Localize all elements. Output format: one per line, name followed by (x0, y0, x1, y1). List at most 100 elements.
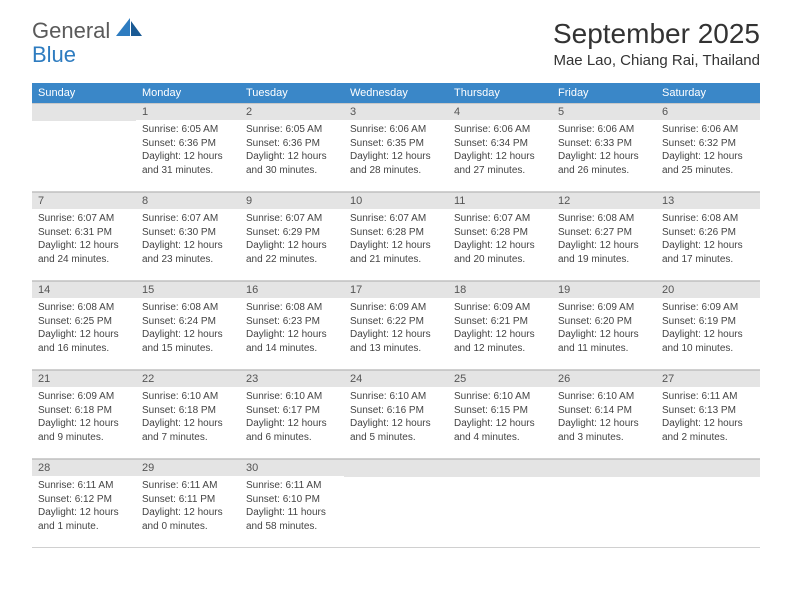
sunset-text: Sunset: 6:24 PM (142, 315, 234, 329)
cell-body: Sunrise: 6:09 AMSunset: 6:21 PMDaylight:… (448, 298, 552, 361)
calendar-cell: 3 Sunrise: 6:06 AMSunset: 6:35 PMDaylight… (344, 103, 448, 191)
calendar-cell: 22Sunrise: 6:10 AMSunset: 6:18 PMDayligh… (136, 370, 240, 458)
cell-body: Sunrise: 6:06 AMSunset: 6:33 PMDaylight:… (552, 120, 656, 183)
sunrise-text: Sunrise: 6:09 AM (454, 301, 546, 315)
cell-body: Sunrise: 6:05 AMSunset: 6:36 PMDaylight:… (240, 120, 344, 183)
day-number: 22 (136, 370, 240, 387)
daylight-text: Daylight: 12 hours and 10 minutes. (662, 328, 754, 355)
sunrise-text: Sunrise: 6:06 AM (558, 123, 650, 137)
day-number: 23 (240, 370, 344, 387)
sunset-text: Sunset: 6:16 PM (350, 404, 442, 418)
day-number: 4 (448, 103, 552, 120)
sunset-text: Sunset: 6:11 PM (142, 493, 234, 507)
daylight-text: Daylight: 12 hours and 0 minutes. (142, 506, 234, 533)
daylight-text: Daylight: 12 hours and 31 minutes. (142, 150, 234, 177)
cell-body: Sunrise: 6:07 AMSunset: 6:28 PMDaylight:… (448, 209, 552, 272)
calendar-cell: 18Sunrise: 6:09 AMSunset: 6:21 PMDayligh… (448, 281, 552, 369)
sunset-text: Sunset: 6:12 PM (38, 493, 130, 507)
empty-day (344, 459, 448, 477)
cell-body: Sunrise: 6:09 AMSunset: 6:20 PMDaylight:… (552, 298, 656, 361)
sunset-text: Sunset: 6:36 PM (246, 137, 338, 151)
daylight-text: Daylight: 12 hours and 23 minutes. (142, 239, 234, 266)
calendar-cell: 30Sunrise: 6:11 AMSunset: 6:10 PMDayligh… (240, 459, 344, 547)
calendar-cell: 12Sunrise: 6:08 AMSunset: 6:27 PMDayligh… (552, 192, 656, 280)
daylight-text: Daylight: 12 hours and 1 minute. (38, 506, 130, 533)
sunset-text: Sunset: 6:32 PM (662, 137, 754, 151)
sunset-text: Sunset: 6:18 PM (38, 404, 130, 418)
sunrise-text: Sunrise: 6:09 AM (662, 301, 754, 315)
empty-day (656, 459, 760, 477)
day-number: 6 (656, 103, 760, 120)
sunrise-text: Sunrise: 6:08 AM (142, 301, 234, 315)
calendar-cell: 19Sunrise: 6:09 AMSunset: 6:20 PMDayligh… (552, 281, 656, 369)
cell-body: Sunrise: 6:11 AMSunset: 6:10 PMDaylight:… (240, 476, 344, 539)
cell-body: Sunrise: 6:09 AMSunset: 6:19 PMDaylight:… (656, 298, 760, 361)
sunset-text: Sunset: 6:23 PM (246, 315, 338, 329)
calendar-cell: 1Sunrise: 6:05 AMSunset: 6:36 PMDaylight… (136, 103, 240, 191)
sunset-text: Sunset: 6:28 PM (454, 226, 546, 240)
daylight-text: Daylight: 12 hours and 17 minutes. (662, 239, 754, 266)
sunset-text: Sunset: 6:21 PM (454, 315, 546, 329)
sunrise-text: Sunrise: 6:07 AM (246, 212, 338, 226)
sunset-text: Sunset: 6:14 PM (558, 404, 650, 418)
day-header: Wednesday (344, 83, 448, 103)
empty-day (552, 459, 656, 477)
day-number: 27 (656, 370, 760, 387)
location-label: Mae Lao, Chiang Rai, Thailand (553, 52, 760, 69)
calendar-cell: 7Sunrise: 6:07 AMSunset: 6:31 PMDaylight… (32, 192, 136, 280)
cell-body: Sunrise: 6:10 AMSunset: 6:16 PMDaylight:… (344, 387, 448, 450)
cell-body: Sunrise: 6:09 AMSunset: 6:18 PMDaylight:… (32, 387, 136, 450)
day-number: 7 (32, 192, 136, 209)
day-number: 17 (344, 281, 448, 298)
sunset-text: Sunset: 6:31 PM (38, 226, 130, 240)
calendar-cell: 13Sunrise: 6:08 AMSunset: 6:26 PMDayligh… (656, 192, 760, 280)
day-number: 1 (136, 103, 240, 120)
calendar-cell: 8Sunrise: 6:07 AMSunset: 6:30 PMDaylight… (136, 192, 240, 280)
daylight-text: Daylight: 12 hours and 11 minutes. (558, 328, 650, 355)
cell-body: Sunrise: 6:07 AMSunset: 6:31 PMDaylight:… (32, 209, 136, 272)
day-number: 21 (32, 370, 136, 387)
sunrise-text: Sunrise: 6:06 AM (350, 123, 442, 137)
sunset-text: Sunset: 6:18 PM (142, 404, 234, 418)
day-number: 29 (136, 459, 240, 476)
cell-body: Sunrise: 6:10 AMSunset: 6:17 PMDaylight:… (240, 387, 344, 450)
sunset-text: Sunset: 6:28 PM (350, 226, 442, 240)
sunset-text: Sunset: 6:10 PM (246, 493, 338, 507)
calendar-cell: 20Sunrise: 6:09 AMSunset: 6:19 PMDayligh… (656, 281, 760, 369)
day-header: Saturday (656, 83, 760, 103)
sunrise-text: Sunrise: 6:06 AM (454, 123, 546, 137)
sunset-text: Sunset: 6:20 PM (558, 315, 650, 329)
sunset-text: Sunset: 6:22 PM (350, 315, 442, 329)
sunrise-text: Sunrise: 6:11 AM (142, 479, 234, 493)
empty-day (32, 103, 136, 121)
calendar-cell: 21Sunrise: 6:09 AMSunset: 6:18 PMDayligh… (32, 370, 136, 458)
calendar-cell (448, 459, 552, 547)
sunset-text: Sunset: 6:26 PM (662, 226, 754, 240)
day-number: 30 (240, 459, 344, 476)
cell-body: Sunrise: 6:08 AMSunset: 6:24 PMDaylight:… (136, 298, 240, 361)
sunset-text: Sunset: 6:19 PM (662, 315, 754, 329)
day-number: 3 (344, 103, 448, 120)
sunrise-text: Sunrise: 6:07 AM (454, 212, 546, 226)
cell-body: Sunrise: 6:10 AMSunset: 6:15 PMDaylight:… (448, 387, 552, 450)
day-number: 13 (656, 192, 760, 209)
day-number: 12 (552, 192, 656, 209)
day-number: 11 (448, 192, 552, 209)
empty-day (448, 459, 552, 477)
cell-body: Sunrise: 6:11 AMSunset: 6:12 PMDaylight:… (32, 476, 136, 539)
daylight-text: Daylight: 12 hours and 28 minutes. (350, 150, 442, 177)
sunset-text: Sunset: 6:35 PM (350, 137, 442, 151)
sunrise-text: Sunrise: 6:10 AM (558, 390, 650, 404)
sunrise-text: Sunrise: 6:05 AM (246, 123, 338, 137)
daylight-text: Daylight: 12 hours and 3 minutes. (558, 417, 650, 444)
daylight-text: Daylight: 12 hours and 14 minutes. (246, 328, 338, 355)
day-number: 18 (448, 281, 552, 298)
sunrise-text: Sunrise: 6:10 AM (454, 390, 546, 404)
day-number: 14 (32, 281, 136, 298)
daylight-text: Daylight: 12 hours and 9 minutes. (38, 417, 130, 444)
calendar-cell: 11Sunrise: 6:07 AMSunset: 6:28 PMDayligh… (448, 192, 552, 280)
day-number: 25 (448, 370, 552, 387)
daylight-text: Daylight: 12 hours and 21 minutes. (350, 239, 442, 266)
sunrise-text: Sunrise: 6:11 AM (38, 479, 130, 493)
calendar-cell: 6Sunrise: 6:06 AMSunset: 6:32 PMDaylight… (656, 103, 760, 191)
